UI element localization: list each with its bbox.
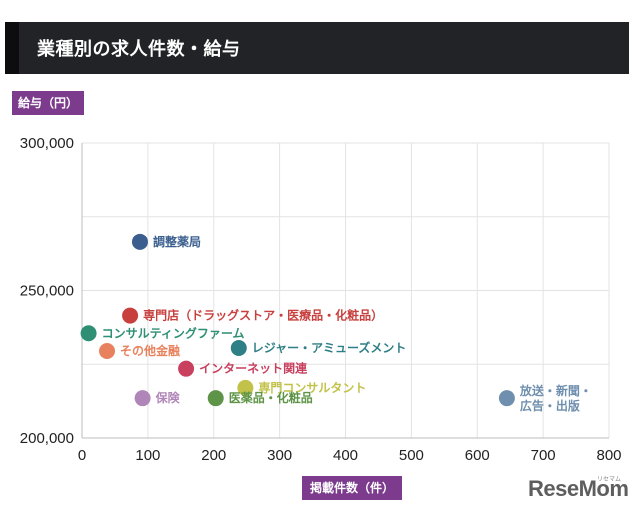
data-point-label-line: 調整薬局 — [153, 234, 201, 249]
data-point-label: レジャー・アミューズメント — [252, 340, 407, 355]
title-bar: 業種別の求人件数・給与 — [5, 22, 629, 74]
data-point-label-line: インターネット関連 — [199, 361, 308, 376]
data-point — [122, 307, 139, 324]
data-point-label-line: 専門コンサルタント — [258, 380, 366, 395]
data-point-label: 医薬品・化粧品 — [229, 390, 313, 405]
x-tick-label: 800 — [596, 447, 621, 464]
x-tick-label: 500 — [399, 447, 424, 464]
data-point-label-line: 専門店（ドラッグストア・医療品・化粧品） — [143, 308, 383, 323]
data-point-label: コンサルティングファーム — [102, 325, 245, 340]
x-tick-label: 200 — [201, 447, 226, 464]
data-point-label: 専門コンサルタント — [258, 380, 366, 395]
data-point-label: その他金融 — [120, 343, 180, 358]
data-point-label-line: レジャー・アミューズメント — [252, 340, 407, 355]
x-tick-label: 100 — [135, 447, 160, 464]
data-point — [99, 342, 116, 359]
data-point-label-line: 広告・出版 — [520, 398, 580, 413]
data-point — [230, 340, 247, 357]
data-point — [178, 360, 195, 377]
data-point — [134, 390, 151, 407]
y-tick-label: 250,000 — [20, 283, 74, 300]
data-point — [80, 325, 97, 342]
resemom-logo-sub: リセマム — [597, 477, 622, 483]
title-accent — [5, 22, 19, 74]
x-tick-label: 600 — [465, 447, 490, 464]
data-point-label: インターネット関連 — [199, 361, 308, 376]
resemom-logo: ReseMom — [528, 476, 629, 501]
page-title: 業種別の求人件数・給与 — [37, 39, 241, 60]
data-point — [237, 379, 254, 396]
x-axis-label: 掲載件数（件） — [302, 476, 403, 500]
data-point — [131, 233, 148, 250]
data-point-label: 保険 — [155, 390, 181, 405]
x-tick-label: 0 — [78, 447, 86, 464]
data-point-label-line: 放送・新聞・ — [519, 383, 592, 398]
data-point-label-line: コンサルティングファーム — [102, 325, 245, 340]
data-point-label: 調整薬局 — [153, 234, 201, 249]
data-point — [498, 390, 515, 407]
x-tick-label: 400 — [333, 447, 358, 464]
data-point-label: 放送・新聞・広告・出版 — [519, 383, 592, 413]
data-point-label-line: その他金融 — [120, 343, 180, 358]
data-point — [207, 390, 224, 407]
x-tick-label: 300 — [267, 447, 292, 464]
data-point-label-line: 保険 — [155, 390, 181, 405]
data-point-label-line: 医薬品・化粧品 — [229, 390, 313, 405]
x-tick-label: 700 — [531, 447, 556, 464]
y-tick-label: 300,000 — [20, 135, 74, 152]
y-axis-label: 給与（円） — [12, 91, 85, 115]
y-tick-label: 200,000 — [20, 430, 74, 447]
data-point-label: 専門店（ドラッグストア・医療品・化粧品） — [143, 308, 383, 323]
